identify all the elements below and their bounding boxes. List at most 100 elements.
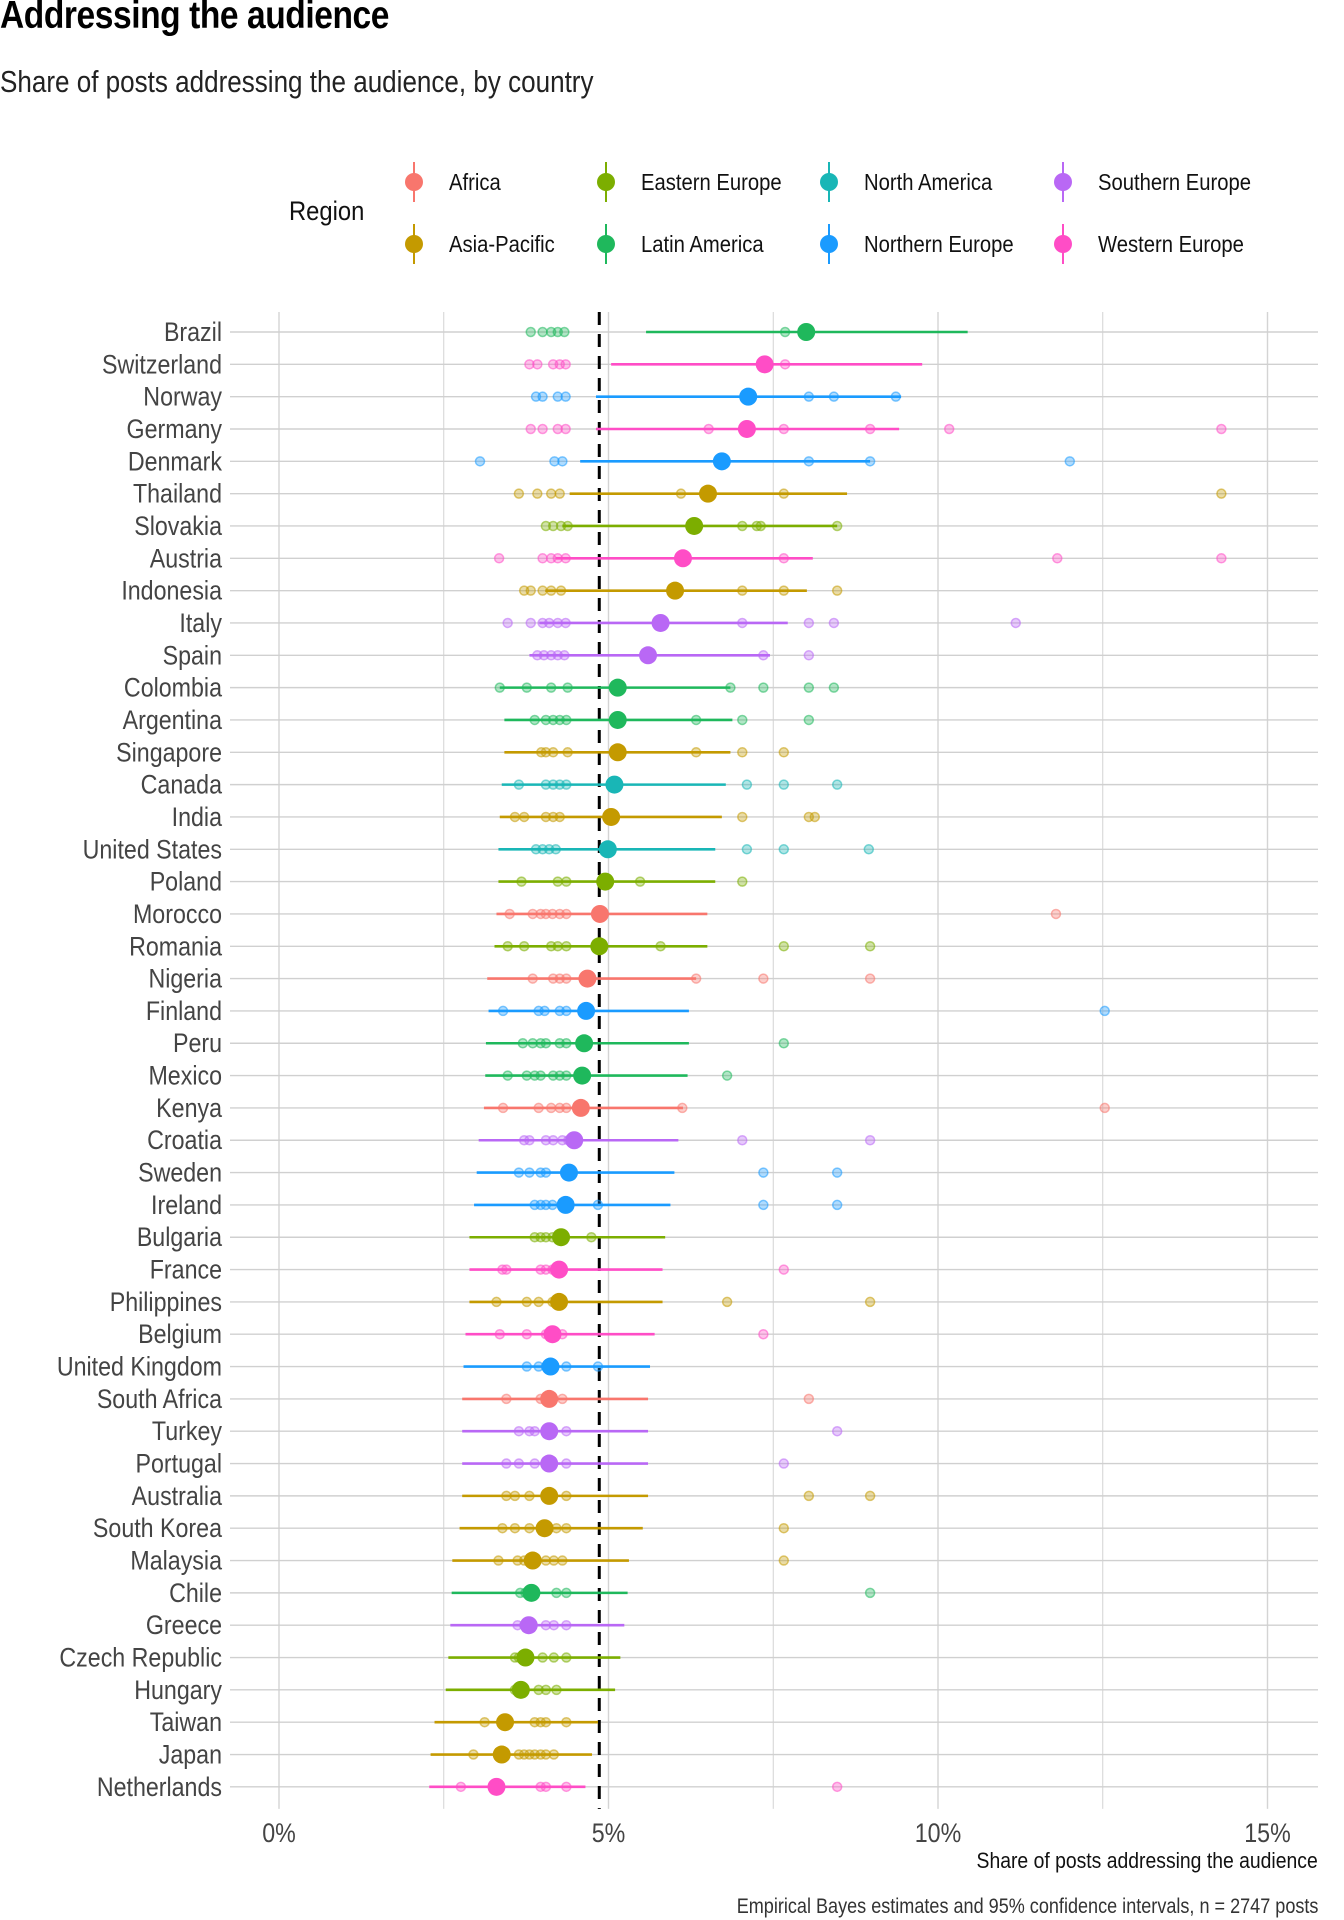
raw-point — [552, 423, 564, 435]
raw-point — [831, 1167, 843, 1178]
y-tick-label: Croatia — [147, 1126, 222, 1156]
raw-point — [1050, 908, 1062, 920]
raw-point — [1064, 456, 1076, 467]
raw-point — [778, 747, 790, 758]
estimate-point — [571, 1098, 590, 1117]
raw-point — [525, 326, 536, 338]
legend-key-icon — [1050, 224, 1076, 264]
raw-point — [758, 1199, 769, 1211]
raw-point — [493, 553, 505, 564]
y-tick-label: Slovakia — [134, 511, 222, 541]
raw-point — [803, 1490, 815, 1502]
estimate-point — [639, 646, 658, 665]
y-tick-label: India — [172, 802, 222, 832]
legend-item-north-america: North America — [816, 162, 1010, 202]
y-tick-label: Switzerland — [102, 350, 222, 380]
legend-title: Region — [289, 196, 365, 226]
estimate-point — [590, 937, 609, 956]
raw-point — [809, 811, 821, 823]
legend-key-icon — [593, 162, 619, 202]
y-tick-label: Nigeria — [148, 964, 222, 994]
y-tick-label: Japan — [159, 1740, 222, 1770]
raw-point — [721, 1296, 733, 1308]
raw-point — [737, 811, 748, 823]
chart-title: Addressing the audience — [0, 0, 389, 37]
y-tick-label: Australia — [132, 1481, 222, 1511]
raw-point — [778, 1555, 790, 1566]
y-tick-label: Romania — [129, 932, 222, 962]
estimate-point — [511, 1680, 530, 1699]
raw-point — [532, 488, 543, 499]
y-tick-label: United Kingdom — [57, 1352, 222, 1382]
raw-point — [778, 779, 790, 790]
legend-key-icon — [1050, 162, 1076, 202]
estimate-point — [492, 1745, 511, 1764]
y-tick-label: Netherlands — [97, 1772, 222, 1802]
x-tick-label: 15% — [1244, 1818, 1290, 1848]
estimate-point — [673, 549, 692, 568]
y-tick-label: Norway — [143, 382, 222, 412]
estimate-point — [522, 1583, 541, 1602]
raw-point — [537, 391, 548, 402]
legend-item-africa: Africa — [401, 162, 508, 202]
y-tick-label: Denmark — [128, 447, 223, 477]
raw-point — [778, 1038, 790, 1049]
legend-item-southern-europe: Southern Europe — [1050, 162, 1272, 202]
legend-label: Southern Europe — [1098, 168, 1252, 195]
raw-point — [831, 1425, 843, 1437]
estimate-point — [755, 355, 774, 374]
legend-item-western-europe: Western Europe — [1050, 224, 1264, 264]
raw-point — [554, 488, 565, 499]
raw-point — [721, 1070, 733, 1081]
raw-point — [758, 973, 769, 984]
raw-point — [778, 1264, 790, 1275]
raw-point — [758, 682, 769, 693]
estimate-point — [552, 1228, 571, 1247]
legend-label: Western Europe — [1098, 230, 1244, 257]
estimate-point — [608, 678, 627, 697]
raw-point — [549, 456, 560, 467]
y-tick-label: Poland — [150, 867, 222, 897]
y-tick-label: Hungary — [134, 1675, 222, 1705]
raw-point — [1216, 488, 1227, 499]
raw-point — [557, 456, 568, 467]
y-tick-label: Greece — [146, 1611, 222, 1641]
y-tick-label: Mexico — [148, 1061, 222, 1091]
raw-point — [864, 1490, 876, 1502]
y-tick-label: Thailand — [133, 479, 222, 509]
raw-point — [803, 682, 815, 693]
legend-label: Asia-Pacific — [449, 230, 555, 257]
y-tick-label: Philippines — [110, 1287, 222, 1317]
estimate-point — [596, 872, 615, 891]
raw-point — [828, 617, 840, 629]
raw-point — [560, 423, 571, 435]
raw-point — [552, 391, 564, 402]
raw-point — [1099, 1102, 1110, 1114]
raw-point — [1099, 1005, 1110, 1017]
estimate-point — [608, 710, 627, 729]
estimate-point — [578, 969, 597, 988]
raw-point — [778, 1458, 790, 1469]
y-tick-label: Kenya — [156, 1093, 222, 1123]
raw-point — [803, 1393, 815, 1405]
raw-point — [502, 617, 513, 629]
estimate-point — [605, 775, 624, 794]
raw-point — [537, 326, 548, 338]
estimate-point — [540, 1422, 559, 1441]
y-tick-label: South Korea — [93, 1514, 222, 1544]
legend-label: Africa — [449, 168, 501, 195]
raw-point — [831, 1781, 843, 1793]
estimate-point — [519, 1616, 538, 1635]
raw-point — [741, 844, 753, 855]
y-tick-label: Sweden — [138, 1158, 222, 1188]
legend-item-latin-america: Latin America — [593, 224, 780, 264]
raw-point — [803, 617, 815, 629]
raw-point — [803, 714, 815, 726]
legend-key-icon — [401, 224, 427, 264]
estimate-point — [575, 1034, 594, 1053]
estimate-point — [699, 484, 718, 503]
raw-point — [559, 326, 570, 338]
raw-point — [778, 844, 790, 855]
raw-point — [864, 973, 876, 984]
